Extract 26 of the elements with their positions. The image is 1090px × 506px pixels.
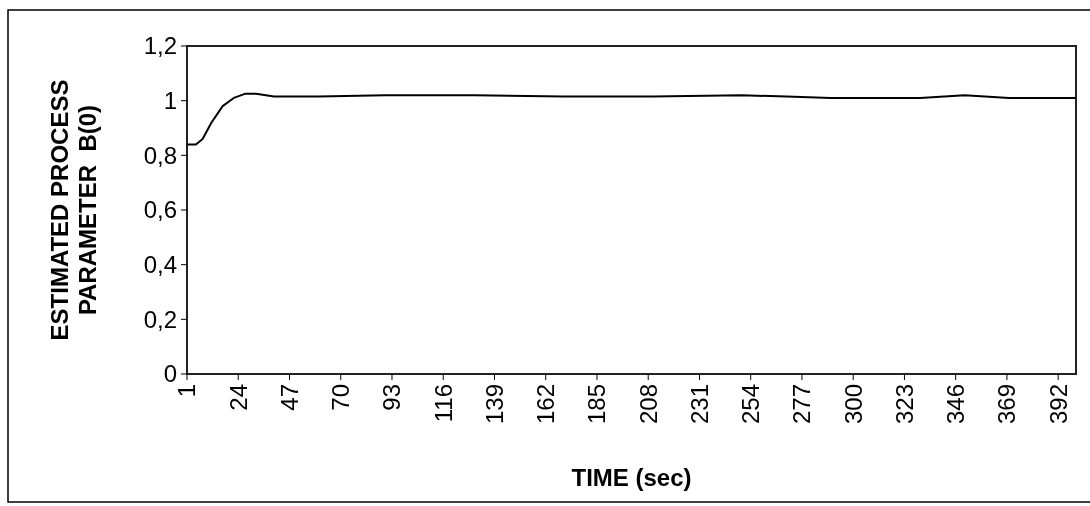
y-tick-label: 1,2 (143, 32, 177, 60)
x-tick-label: 300 (839, 384, 867, 425)
x-tick-label: 162 (532, 384, 560, 425)
x-tick-label: 93 (378, 384, 406, 411)
y-tick-label: 0,6 (143, 196, 177, 224)
x-tick-label: 254 (737, 384, 765, 425)
x-tick-label: 323 (890, 384, 918, 425)
y-tick-label: 1 (163, 87, 177, 115)
y-tick-label: 0,8 (143, 141, 177, 169)
x-tick-label: 369 (993, 384, 1021, 425)
x-tick-label: 185 (583, 384, 611, 425)
x-tick-label: 346 (942, 384, 970, 425)
y-tick-label: 0,4 (143, 251, 177, 279)
x-axis-title: TIME (sec) (571, 464, 692, 491)
x-tick-label: 392 (1044, 384, 1072, 425)
x-tick-label: 47 (275, 384, 303, 411)
x-tick-label: 208 (634, 384, 662, 425)
x-tick-label: 24 (224, 384, 252, 411)
y-tick-label: 0,2 (143, 305, 177, 333)
y-axis-title: ESTIMATED PROCESS PARAMETER B(0) (45, 79, 102, 341)
x-tick-label: 139 (480, 384, 508, 425)
line-series (186, 92, 1077, 146)
x-tick-label: 70 (327, 384, 355, 411)
x-tick-label: 277 (788, 384, 816, 425)
x-tick-label: 116 (429, 384, 457, 423)
x-tick-label: 231 (685, 384, 713, 425)
